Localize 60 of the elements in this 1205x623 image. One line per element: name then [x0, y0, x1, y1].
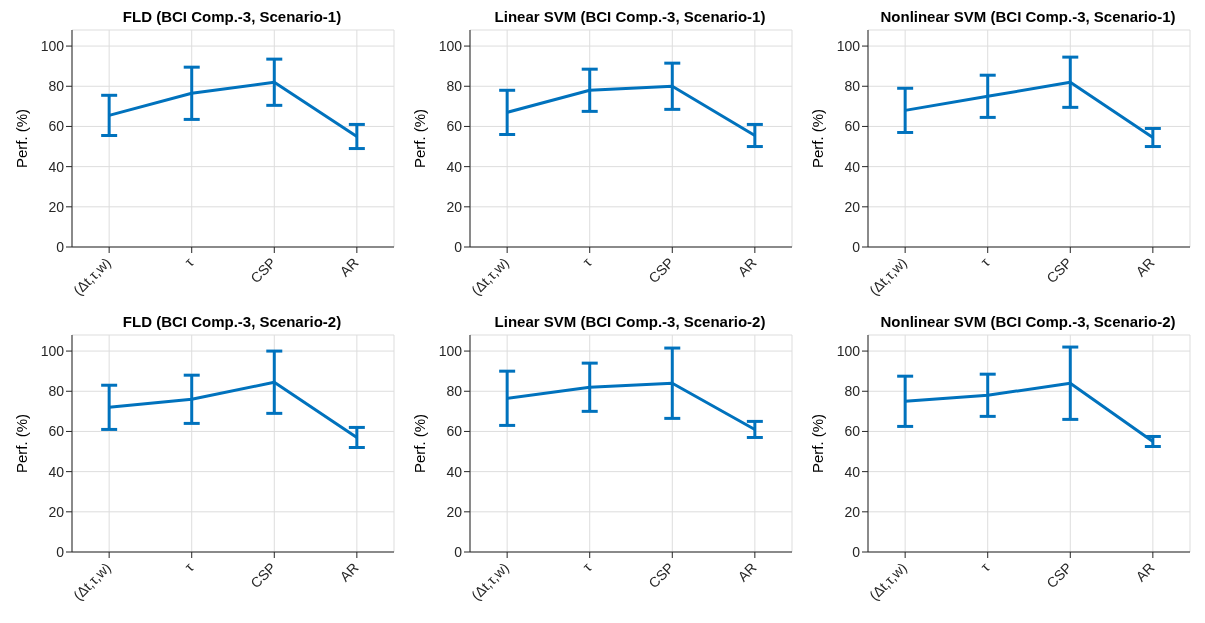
y-tick-label: 100 — [836, 38, 861, 55]
y-tick-label: 40 — [446, 463, 463, 480]
chart-title: FLD (BCI Comp.-3, Scenario-1) — [121, 8, 343, 26]
y-tick-label: 60 — [446, 118, 463, 135]
y-tick-label: 80 — [48, 383, 65, 400]
x-tick-label: AR — [1132, 559, 1158, 585]
x-tick-label: AR — [1132, 254, 1158, 280]
y-tick-label: 80 — [446, 383, 463, 400]
y-tick-label: 0 — [852, 543, 861, 560]
chart-title: FLD (BCI Comp.-3, Scenario-2) — [121, 313, 343, 331]
y-tick-label: 80 — [446, 78, 463, 95]
y-axis-title: Perf. (%) — [411, 413, 429, 474]
x-tick-label: τ — [579, 559, 595, 575]
chart-title: Nonlinear SVM (BCI Comp.-3, Scenario-1) — [879, 8, 1177, 26]
y-tick-label: 0 — [56, 543, 65, 560]
x-tick-label: τ — [579, 254, 595, 270]
y-tick-label: 40 — [446, 158, 463, 175]
y-tick-label: 100 — [40, 343, 65, 360]
y-tick-label: 20 — [48, 198, 65, 215]
y-axis-title: Perf. (%) — [13, 413, 31, 474]
x-tick-label: τ — [181, 559, 197, 575]
y-tick-label: 80 — [844, 78, 861, 95]
y-tick-label: 60 — [48, 423, 65, 440]
y-tick-label: 0 — [454, 543, 463, 560]
y-tick-label: 80 — [48, 78, 65, 95]
y-tick-label: 60 — [446, 423, 463, 440]
y-tick-label: 60 — [844, 423, 861, 440]
x-tick-label: τ — [977, 559, 993, 575]
x-tick-label: AR — [734, 559, 760, 585]
y-tick-label: 100 — [836, 343, 861, 360]
x-tick-label: τ — [977, 254, 993, 270]
y-tick-label: 100 — [40, 38, 65, 55]
y-tick-label: 80 — [844, 383, 861, 400]
x-tick-label: AR — [336, 559, 362, 585]
y-tick-label: 40 — [48, 158, 65, 175]
y-axis-title: Perf. (%) — [809, 413, 827, 474]
y-tick-label: 20 — [446, 198, 463, 215]
chart-title: Nonlinear SVM (BCI Comp.-3, Scenario-2) — [879, 313, 1177, 331]
y-tick-label: 40 — [48, 463, 65, 480]
y-tick-label: 20 — [844, 198, 861, 215]
y-tick-label: 20 — [446, 503, 463, 520]
chart-title: Linear SVM (BCI Comp.-3, Scenario-1) — [493, 8, 767, 26]
y-axis-title: Perf. (%) — [411, 108, 429, 169]
chart-title: Linear SVM (BCI Comp.-3, Scenario-2) — [493, 313, 767, 331]
y-tick-label: 20 — [844, 503, 861, 520]
x-tick-label: τ — [181, 254, 197, 270]
y-tick-label: 40 — [844, 158, 861, 175]
y-tick-label: 40 — [844, 463, 861, 480]
y-tick-label: 60 — [844, 118, 861, 135]
y-axis-title: Perf. (%) — [809, 108, 827, 169]
y-tick-label: 0 — [454, 238, 463, 255]
y-tick-label: 20 — [48, 503, 65, 520]
y-tick-label: 0 — [852, 238, 861, 255]
y-tick-label: 100 — [438, 38, 463, 55]
y-tick-label: 100 — [438, 343, 463, 360]
y-axis-title: Perf. (%) — [13, 108, 31, 169]
y-tick-label: 60 — [48, 118, 65, 135]
x-tick-label: AR — [734, 254, 760, 280]
x-tick-label: AR — [336, 254, 362, 280]
y-tick-label: 0 — [56, 238, 65, 255]
